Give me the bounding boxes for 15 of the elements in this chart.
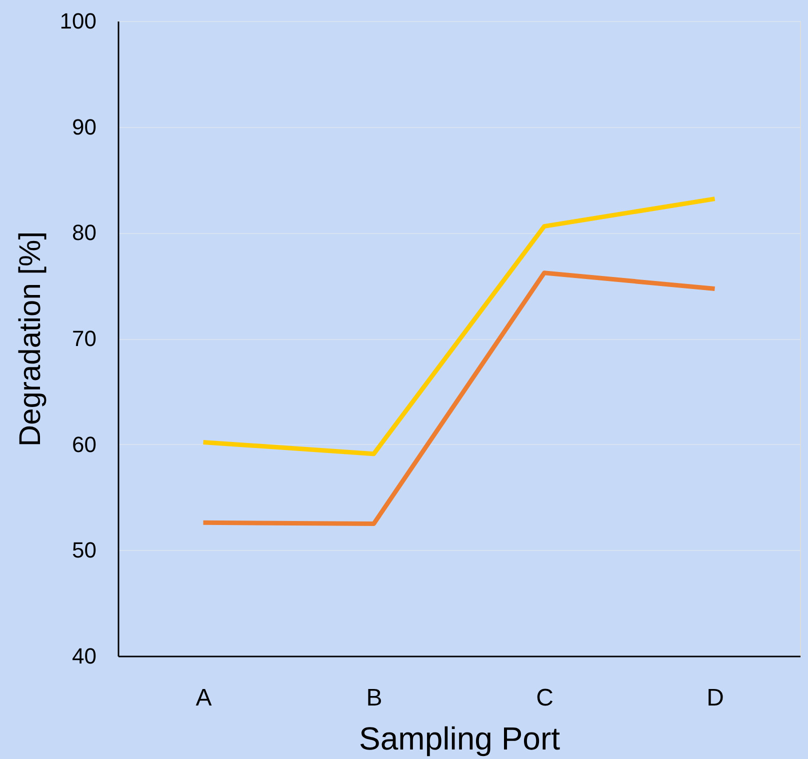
- x-tick-label: D: [706, 684, 724, 712]
- y-tick-label: 80: [72, 220, 96, 246]
- line-series: [201, 270, 717, 526]
- line-series: [201, 196, 717, 456]
- y-tick-label: 90: [72, 114, 96, 140]
- y-tick-label: 70: [72, 326, 96, 351]
- y-tick-label: 60: [72, 432, 96, 457]
- x-tick-label: A: [196, 684, 212, 712]
- x-tick-label: B: [366, 684, 382, 712]
- y-tick-label: 100: [60, 8, 96, 34]
- y-axis-title: Degradation [%]: [14, 231, 47, 447]
- y-tick-label: 50: [72, 538, 96, 563]
- y-tick-label: 40: [72, 644, 96, 668]
- x-axis-title: Sampling Port: [359, 720, 560, 756]
- x-tick-label: C: [536, 684, 554, 712]
